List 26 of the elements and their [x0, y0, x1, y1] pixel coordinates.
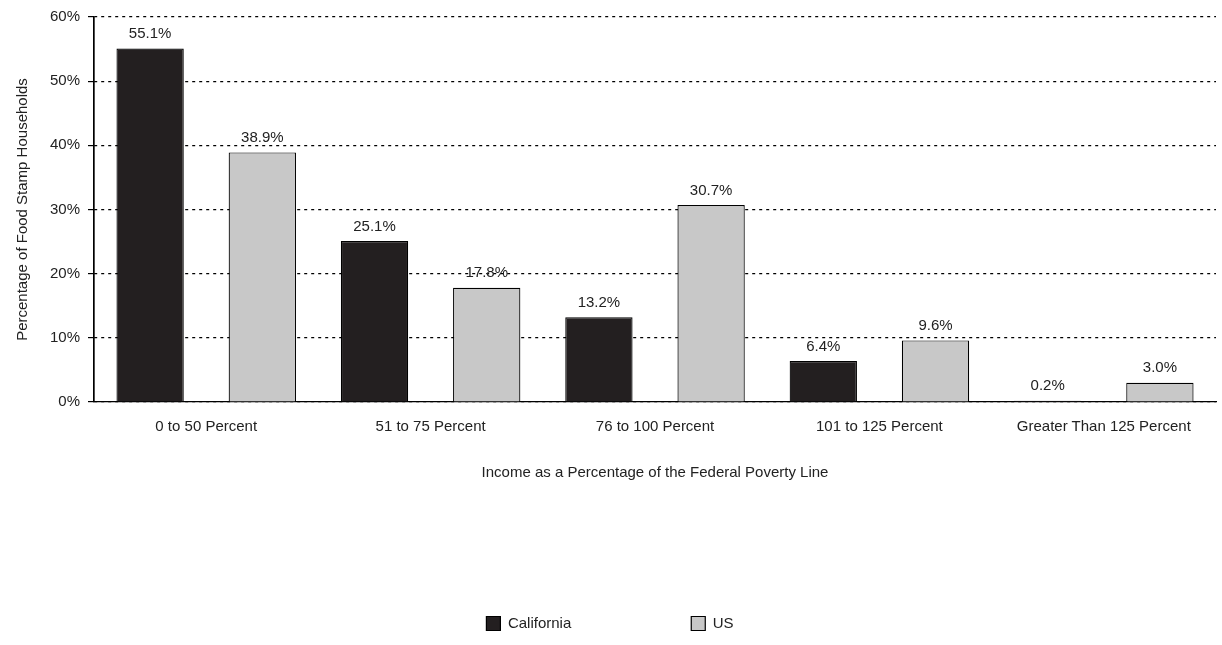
y-axis-title: Percentage of Food Stamp Households — [13, 78, 31, 341]
x-tick-label: 76 to 100 Percent — [595, 417, 716, 435]
y-tick-label: 10% — [49, 327, 81, 345]
data-label: 55.1% — [128, 24, 172, 42]
data-label: 0.2% — [1030, 376, 1065, 394]
data-label: 17.8% — [465, 263, 508, 281]
y-tick-label: 30% — [49, 199, 81, 217]
x-axis-title: Income as a Percentage of the Federal Poverty Line — [481, 463, 829, 481]
legend-label: California — [507, 613, 572, 631]
y-tick-label: 20% — [49, 263, 81, 281]
data-label: 25.1% — [353, 216, 396, 234]
y-tick-label: 60% — [49, 7, 81, 25]
x-tick-label: 0 to 50 Percent — [155, 417, 258, 435]
data-label: 30.7% — [689, 180, 733, 198]
x-tick-label: Greater Than 125 Percent — [1016, 417, 1192, 435]
y-tick-label: 40% — [49, 135, 81, 153]
y-tick-label: 0% — [58, 392, 81, 410]
data-label: 9.6% — [918, 316, 953, 334]
data-label: 3.0% — [1142, 358, 1177, 376]
data-label: 38.9% — [241, 128, 284, 146]
data-label: 6.4% — [806, 336, 841, 354]
x-tick-label: 51 to 75 Percent — [375, 417, 487, 435]
legend-label: US — [712, 613, 734, 631]
x-tick-label: 101 to 125 Percent — [816, 417, 944, 435]
y-tick-label: 50% — [49, 71, 81, 89]
data-label: 13.2% — [577, 292, 621, 310]
